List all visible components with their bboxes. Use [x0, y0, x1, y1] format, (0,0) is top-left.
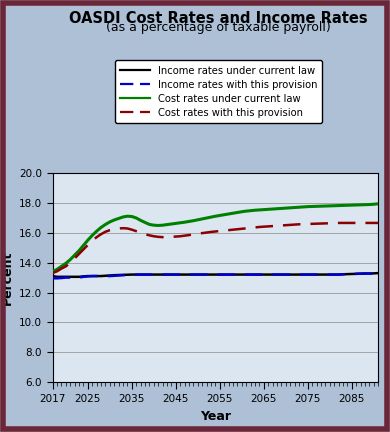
- Text: OASDI Cost Rates and Income Rates: OASDI Cost Rates and Income Rates: [69, 11, 368, 26]
- Legend: Income rates under current law, Income rates with this provision, Cost rates und: Income rates under current law, Income r…: [115, 60, 322, 123]
- Y-axis label: Percent: Percent: [0, 251, 14, 305]
- X-axis label: Year: Year: [200, 410, 231, 422]
- Text: (as a percentage of taxable payroll): (as a percentage of taxable payroll): [106, 21, 331, 34]
